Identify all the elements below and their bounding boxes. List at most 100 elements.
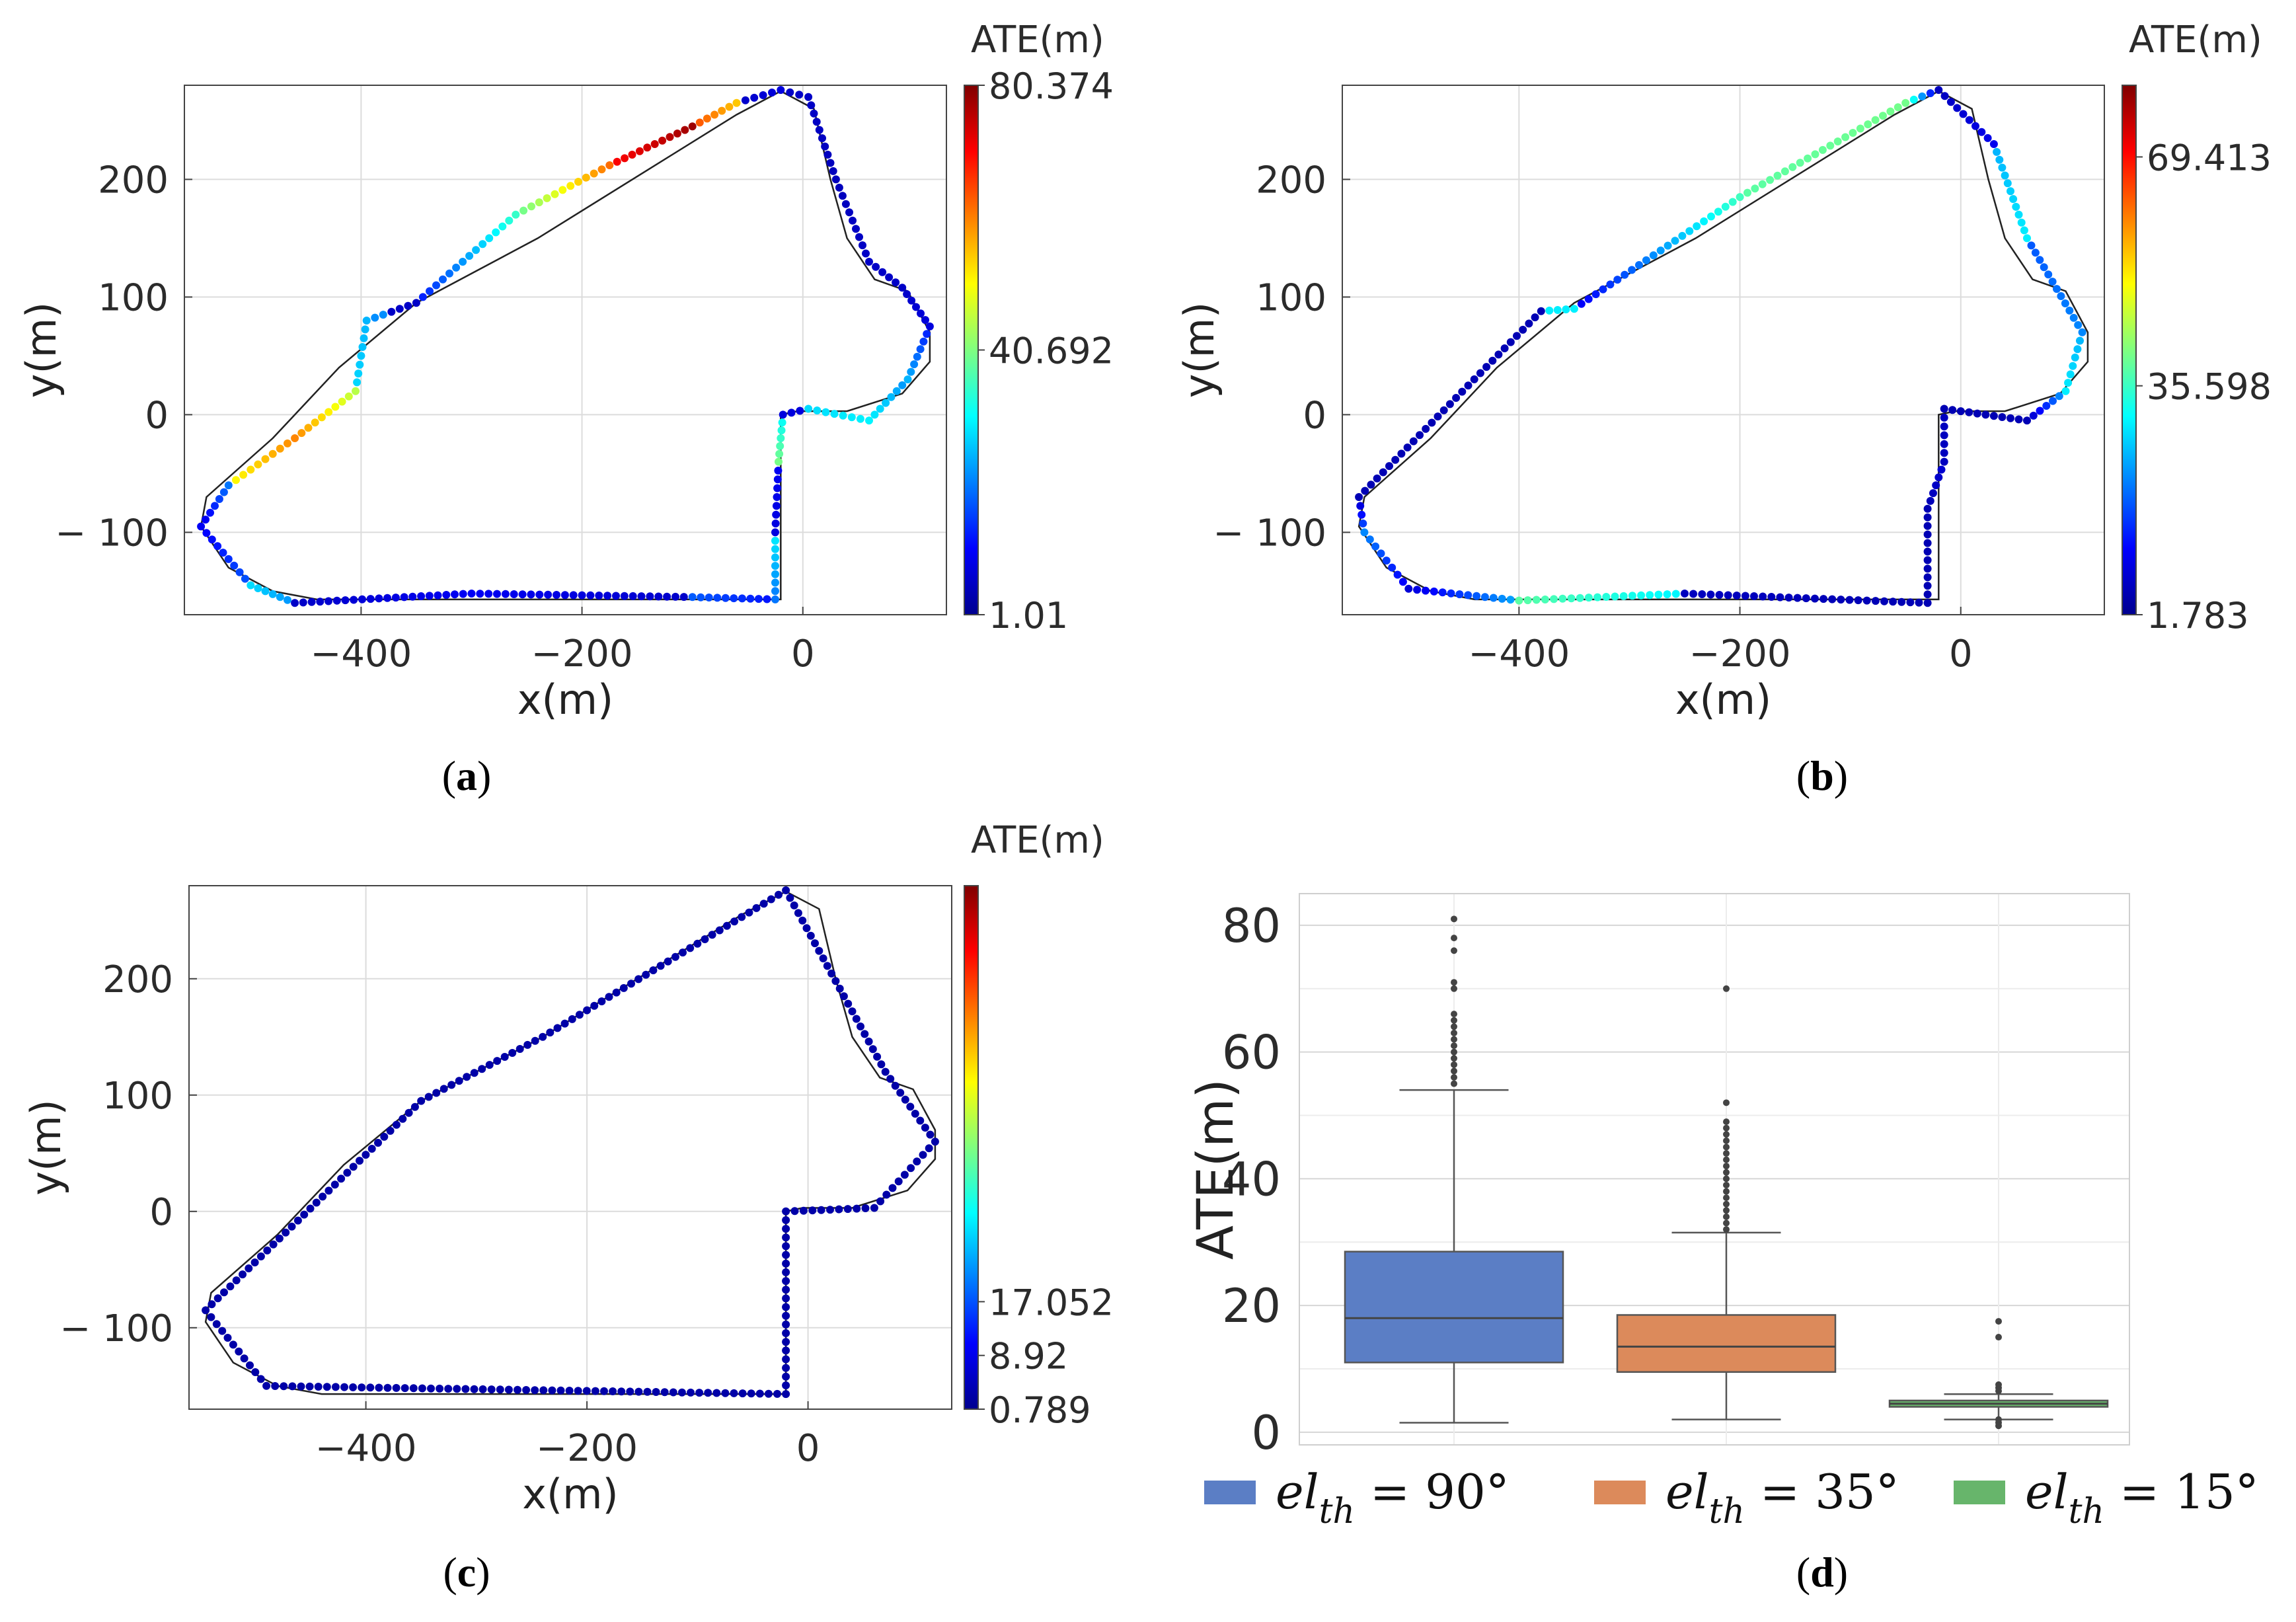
trajectory-point [2040,263,2048,272]
trajectory-point [459,258,467,266]
trajectory-point [1593,593,1602,601]
trajectory-point [839,992,848,1001]
outlier-point [1451,1036,1457,1043]
colorbar-tick-label: 8.92 [989,1336,1068,1377]
trajectory-point [213,1294,222,1303]
trajectory-point [1537,307,1545,315]
trajectory-point [463,1073,471,1081]
trajectory-point [1826,141,1835,150]
outlier-point [1723,1137,1730,1144]
trajectory-point [235,1347,243,1356]
trajectory-point [1656,247,1665,254]
trajectory-point [207,1313,215,1321]
trajectory-point [1606,280,1615,289]
trajectory-point [907,1164,915,1173]
trajectory-point [434,591,442,599]
trajectory-point [297,429,306,438]
colorbar-tick-label: 1.783 [2147,595,2249,637]
trajectory-point [865,258,873,266]
trajectory-point [912,303,920,311]
trajectory-point [643,143,652,152]
trajectory-point [341,596,350,605]
trajectory-point [197,522,206,531]
trajectory-point [1430,587,1438,596]
outlier-point [1451,1067,1457,1075]
colorbar [964,85,979,615]
trajectory-point [1953,104,1962,112]
outlier-point [1723,1163,1730,1170]
trajectory-point [771,562,779,570]
trajectory-point [337,1175,346,1183]
trajectory-point [317,413,326,422]
x-tick-label: −400 [310,633,412,676]
trajectory-point [1619,592,1628,600]
legend-label-sub: th [1319,1492,1355,1531]
trajectory-point [356,360,364,369]
outlier-point [1723,985,1730,992]
trajectory-point [427,1384,435,1393]
trajectory-point [1413,586,1422,594]
trajectory-point [763,595,771,603]
trajectory-point [671,952,679,961]
trajectory-point [223,1334,232,1342]
outlier-point [1451,1061,1457,1068]
trajectory-point [1428,418,1436,427]
trajectory-point [1929,489,1937,498]
trajectory-point [886,1075,895,1083]
y-tick-label: − 100 [1213,512,1326,555]
trajectory-point [229,1340,237,1349]
trajectory-point [818,134,826,143]
trajectory-point [349,1383,358,1391]
trajectory-point [1926,496,1934,505]
trajectory-point [864,1037,873,1046]
trajectory-point [819,954,827,962]
trajectory-point [516,1045,524,1053]
trajectory-point [725,102,734,111]
trajectory-point [835,183,843,192]
trajectory-point [582,1387,591,1395]
colorbar-title: ATE(m) [971,819,1104,862]
trajectory-point [261,587,270,596]
trajectory-point [386,1126,395,1135]
trajectory-point [1923,573,1932,582]
trajectory-point [2014,210,2023,219]
trajectory-point [276,593,284,601]
trajectory-point [917,309,925,318]
trajectory-point [436,1384,444,1393]
trajectory-point [831,175,840,184]
trajectory-point [250,1258,259,1266]
trajectory-point [1993,147,2001,156]
trajectory-point [2007,414,2014,422]
trajectory-point [1562,305,1570,314]
y-tick-label: 200 [98,159,169,202]
trajectory-point [312,1198,321,1207]
trajectory-point [1767,593,1776,601]
box-iqr [1616,1314,1837,1373]
trajectory-point [730,917,739,926]
trajectory-point [1416,431,1424,440]
trajectory-point [708,931,716,939]
trajectory-point [219,549,227,557]
trajectory-point [868,1045,877,1054]
trajectory-point [771,553,779,562]
colorbar-tick-label: 69.413 [2147,137,2272,178]
trajectory-point [849,216,857,225]
trajectory-point [831,977,840,985]
trajectory-point [1959,110,1968,118]
caption-letter: b [1810,752,1834,799]
trajectory-point [426,287,434,295]
outlier-point [1451,1017,1457,1024]
trajectory-point [771,528,779,537]
trajectory-point [2066,370,2075,379]
outlier-point [1995,1334,2002,1341]
legend-swatch [1594,1481,1646,1504]
trajectory-point [269,1240,278,1249]
trajectory-point [782,1277,790,1286]
trajectory-point [300,1210,309,1219]
trajectory-point [354,369,363,378]
trajectory-point [492,228,500,237]
y-tick-label: 60 [1222,1026,1281,1080]
trajectory-point [1845,596,1854,604]
trajectory-point [1971,122,1979,130]
